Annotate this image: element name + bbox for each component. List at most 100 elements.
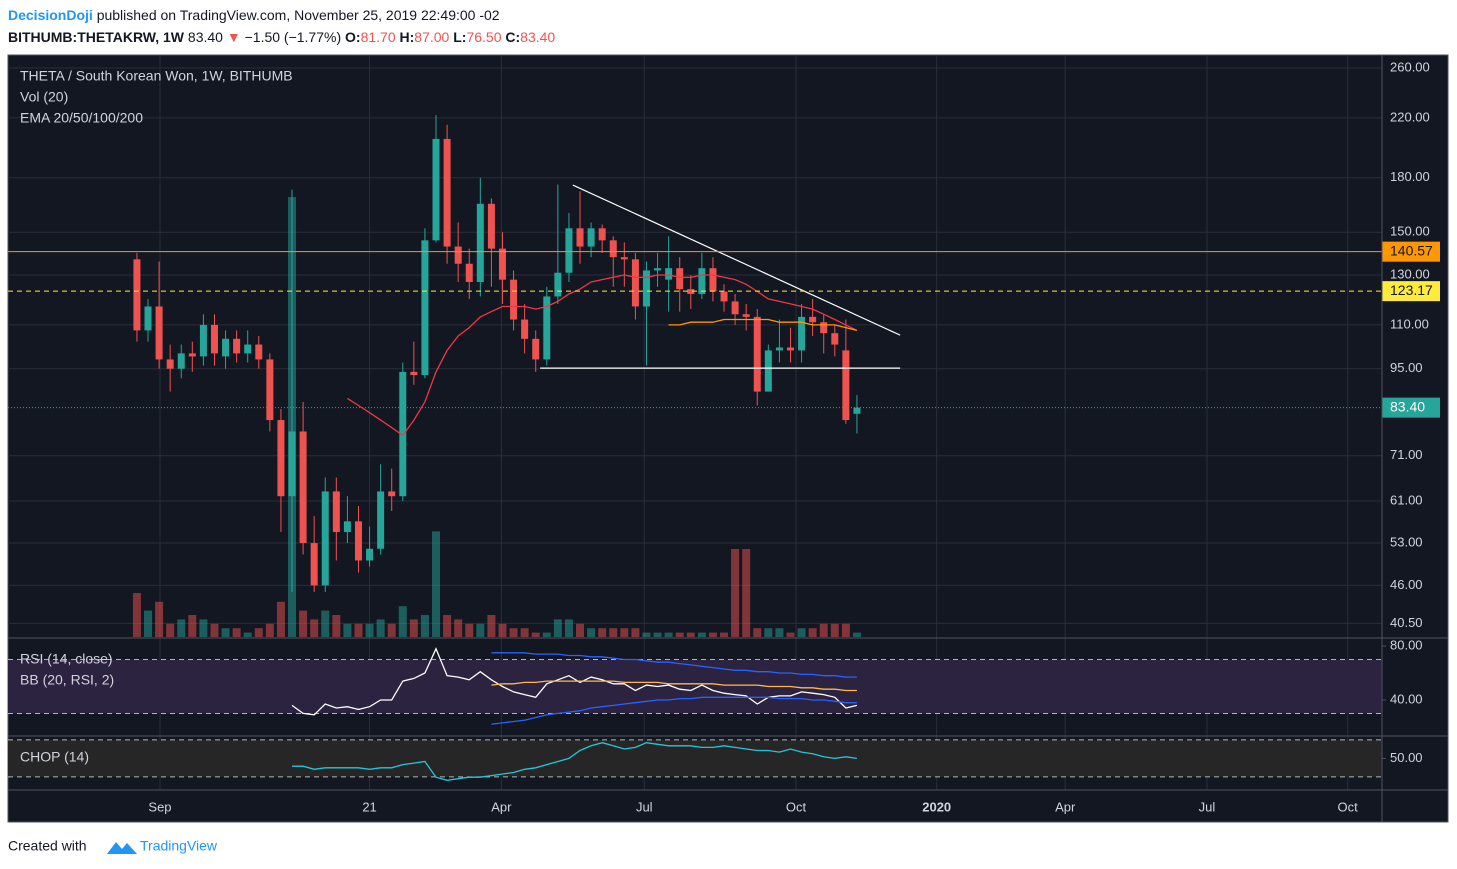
volume-bar <box>398 606 407 637</box>
candle-body <box>620 257 628 260</box>
volume-bar <box>420 615 429 637</box>
close-label: C: <box>505 29 520 45</box>
band-fill <box>8 739 1382 777</box>
level-label-box <box>1382 241 1440 262</box>
candle-body <box>188 353 196 357</box>
footer-text: Created with <box>8 838 87 854</box>
author[interactable]: DecisionDoji <box>8 7 93 23</box>
volume-bar <box>155 601 164 637</box>
candle-body <box>764 350 772 392</box>
volume-bar <box>343 623 352 637</box>
candle-body <box>587 228 595 247</box>
candle-body <box>277 420 285 497</box>
x-tick-label: Apr <box>491 799 512 814</box>
volume-bar <box>587 628 596 637</box>
candle-body <box>565 228 573 273</box>
ema-legend: EMA 20/50/100/200 <box>20 110 143 126</box>
volume-bar <box>786 632 795 637</box>
volume-bar <box>432 531 441 637</box>
volume-bar <box>354 623 363 637</box>
tradingview-logo[interactable]: TradingView <box>107 838 218 854</box>
volume-bar <box>276 601 285 637</box>
volume-bar <box>310 619 319 637</box>
candle-body <box>532 338 540 360</box>
x-tick-label: 2020 <box>922 799 951 814</box>
candle-body <box>432 138 440 241</box>
candle-body <box>421 240 429 376</box>
candle-body <box>155 306 163 360</box>
y-tick-label: 40.50 <box>1390 615 1423 630</box>
volume-bar <box>797 628 806 637</box>
pane-title: CHOP (14) <box>20 749 89 765</box>
arrow: ▼ <box>227 29 241 45</box>
chart-layer: Sep 21 Apr Jul Oct 2020 Apr Jul Oct 260.00 220.00 1… <box>8 56 1440 814</box>
volume-bar <box>265 623 274 637</box>
candle-body <box>842 350 850 421</box>
volume-bar <box>144 610 153 637</box>
candle-body <box>786 347 794 351</box>
footer-brand[interactable]: TradingView <box>140 838 218 854</box>
volume-bar <box>531 632 540 637</box>
low-label: L: <box>453 29 466 45</box>
candle-body <box>631 259 639 307</box>
candle-body <box>354 521 362 561</box>
y-tick-label: 180.00 <box>1390 169 1430 184</box>
header-line-1: DecisionDoji published on TradingView.co… <box>8 7 500 23</box>
volume-bar <box>321 610 330 637</box>
candle-body <box>831 333 839 345</box>
candle-body <box>853 407 861 414</box>
candle-body <box>443 138 451 247</box>
level-label: 140.57 <box>1390 242 1433 258</box>
candle-body <box>543 296 551 360</box>
volume-bar <box>487 615 496 637</box>
volume-bar <box>454 619 463 637</box>
candle-body <box>820 322 828 334</box>
volume-bar <box>753 628 762 637</box>
candle-body <box>731 301 739 315</box>
candle-body <box>199 324 207 357</box>
candle-body <box>676 268 684 290</box>
candle-body <box>177 353 185 369</box>
indicator-line <box>491 680 857 692</box>
last-price-label: 83.40 <box>1390 398 1425 414</box>
candle-body <box>133 259 141 331</box>
pane-title: RSI (14, close) <box>20 651 113 667</box>
volume-bar <box>708 632 717 637</box>
volume-bar <box>686 632 695 637</box>
volume-bar <box>675 632 684 637</box>
pane-title: THETA / South Korean Won, 1W, BITHUMB <box>20 68 293 84</box>
candle-body <box>687 289 695 294</box>
indicator-line <box>491 696 857 725</box>
candle-body <box>665 268 673 280</box>
volume-bar <box>631 628 640 637</box>
volume-bar <box>232 628 241 637</box>
candle-body <box>166 359 174 369</box>
y-tick-label: 61.00 <box>1390 492 1423 507</box>
y-tick-label: 53.00 <box>1390 534 1423 549</box>
candle-body <box>598 228 606 241</box>
y-tick-label: 260.00 <box>1390 59 1430 74</box>
volume-bar <box>564 619 573 637</box>
volume-bar <box>775 628 784 637</box>
volume-bar <box>609 628 618 637</box>
volume-bar <box>221 628 230 637</box>
volume-bar <box>653 632 662 637</box>
volume-bar <box>465 623 474 637</box>
y-tick-label: 50.00 <box>1390 750 1423 765</box>
candle-body <box>288 431 296 497</box>
x-tick-label: Oct <box>786 799 807 814</box>
y-tick-label: 130.00 <box>1390 266 1430 281</box>
candle-body <box>465 263 473 282</box>
volume-bar <box>576 623 585 637</box>
volume-bar <box>598 628 607 637</box>
candle-body <box>210 324 218 354</box>
volume-bar <box>841 623 850 637</box>
volume-bar <box>520 628 529 637</box>
candle-body <box>742 314 750 317</box>
volume-legend: Vol (20) <box>20 89 68 105</box>
volume-bar <box>210 623 219 637</box>
candle-body <box>332 491 340 532</box>
indicator-line <box>292 742 857 781</box>
volume-bar <box>443 615 452 637</box>
